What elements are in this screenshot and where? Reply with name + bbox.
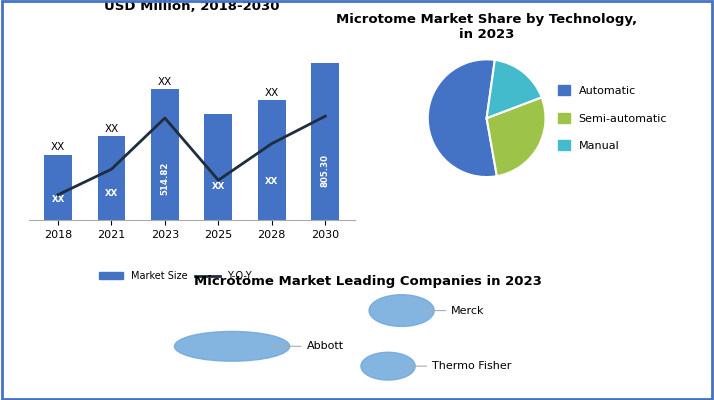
Ellipse shape [369, 295, 434, 326]
Text: XX: XX [104, 124, 119, 134]
Title: Microtome Market Leading Companies in 2023: Microtome Market Leading Companies in 20… [193, 274, 542, 288]
Text: XX: XX [51, 142, 65, 152]
Text: Thermo Fisher: Thermo Fisher [407, 361, 511, 371]
Ellipse shape [361, 352, 416, 380]
Text: 514.82: 514.82 [161, 162, 169, 195]
Text: XX: XX [51, 195, 64, 204]
Bar [311, 63, 339, 220]
Text: XX: XX [265, 88, 279, 98]
Bar [44, 154, 72, 220]
Bar [98, 136, 126, 220]
Text: Abbott: Abbott [269, 341, 343, 351]
Bar [151, 89, 178, 220]
Wedge shape [487, 97, 545, 176]
Title: Microtome Market Share by Technology,
in 2023: Microtome Market Share by Technology, in… [336, 13, 637, 41]
Text: XX: XX [212, 182, 225, 191]
Ellipse shape [174, 332, 290, 361]
Text: 805.30: 805.30 [321, 154, 330, 186]
Text: XX: XX [158, 76, 172, 86]
Bar [258, 100, 286, 220]
Title: Microtome Market Revenue in
USD Million, 2018-2030: Microtome Market Revenue in USD Million,… [79, 0, 304, 14]
Legend: Automatic, Semi-automatic, Manual: Automatic, Semi-automatic, Manual [554, 81, 671, 156]
Wedge shape [428, 59, 497, 177]
Text: XX: XX [105, 189, 118, 198]
Bar [204, 114, 232, 220]
Wedge shape [487, 60, 542, 118]
Legend: Market Size, Y-O-Y: Market Size, Y-O-Y [95, 267, 256, 285]
Text: Merck: Merck [424, 306, 485, 316]
Text: XX: XX [265, 177, 278, 186]
